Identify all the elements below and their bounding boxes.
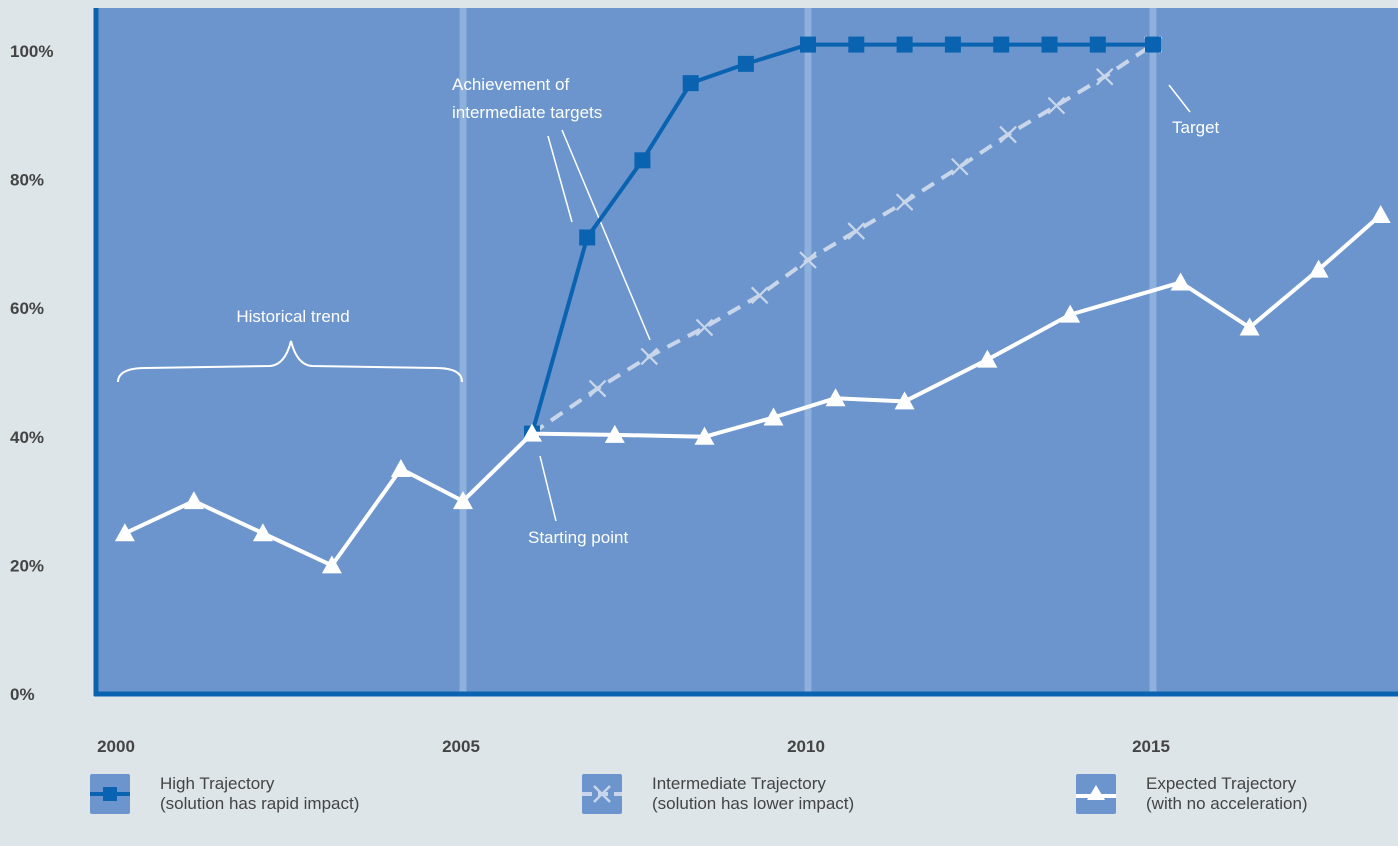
starting-point-label: Starting point bbox=[528, 528, 628, 547]
data-point-intermediate bbox=[695, 318, 714, 337]
legend-expected-line2: (with no acceleration) bbox=[1146, 794, 1308, 813]
data-point-high bbox=[800, 36, 816, 53]
target-pointer bbox=[1168, 84, 1191, 113]
y-tick-labels: 0% 20% 40% 60% 80% 100% bbox=[10, 42, 53, 704]
series-line-triangle bbox=[124, 213, 1383, 568]
data-point-expected bbox=[894, 391, 915, 410]
data-point-expected bbox=[763, 407, 784, 426]
x-tick-label: 2005 bbox=[442, 737, 480, 756]
data-point-high bbox=[944, 36, 961, 53]
data-point-intermediate bbox=[847, 222, 866, 240]
data-point-expected bbox=[977, 349, 998, 368]
data-point-high bbox=[737, 55, 754, 72]
y-tick-label: 20% bbox=[10, 556, 44, 575]
reference-lines bbox=[459, 8, 1157, 694]
legend-high-line2: (solution has rapid impact) bbox=[160, 794, 360, 813]
legend-swatch-high bbox=[90, 774, 130, 814]
data-point-expected bbox=[183, 491, 204, 510]
data-point-intermediate bbox=[895, 193, 914, 211]
data-point-intermediate bbox=[799, 251, 817, 269]
legend-item-high: High Trajectory (solution has rapid impa… bbox=[90, 774, 359, 814]
legend-item-intermediate: Intermediate Trajectory (solution has lo… bbox=[582, 774, 854, 814]
y-tick-label: 0% bbox=[10, 685, 35, 704]
plot-area bbox=[96, 8, 1398, 694]
data-point-expected bbox=[1370, 204, 1391, 223]
legend-high-line1: High Trajectory bbox=[160, 774, 275, 793]
data-point-intermediate bbox=[588, 379, 607, 398]
starting-point-pointer bbox=[539, 455, 557, 522]
data-point-high bbox=[848, 36, 865, 53]
legend-intermediate-line2: (solution has lower impact) bbox=[652, 794, 855, 813]
data-point-expected bbox=[321, 555, 342, 574]
reference-line-2005 bbox=[459, 8, 467, 694]
series-layer bbox=[114, 35, 1391, 574]
reference-line-2010 bbox=[804, 8, 812, 694]
data-point-expected bbox=[604, 424, 625, 443]
data-point-expected bbox=[522, 423, 542, 442]
reference-line-2015 bbox=[1149, 8, 1157, 694]
data-point-high bbox=[1145, 36, 1161, 53]
achievement-pointer-2 bbox=[561, 129, 651, 341]
historical-trend-label: Historical trend bbox=[236, 307, 349, 326]
data-point-high bbox=[993, 36, 1010, 53]
achievement-label-line1: Achievement of bbox=[452, 75, 569, 94]
data-point-expected bbox=[453, 491, 473, 510]
x-tick-label: 2015 bbox=[1132, 737, 1170, 756]
data-point-high bbox=[1041, 36, 1058, 53]
data-point-expected bbox=[825, 388, 846, 407]
achievement-pointer-1 bbox=[547, 135, 573, 223]
data-point-expected bbox=[1170, 272, 1191, 291]
data-point-high bbox=[682, 75, 699, 92]
data-point-expected bbox=[252, 523, 273, 542]
target-label: Target bbox=[1172, 118, 1220, 137]
data-point-intermediate bbox=[999, 125, 1017, 144]
data-point-intermediate bbox=[1047, 96, 1066, 115]
data-point-expected bbox=[1308, 259, 1329, 278]
data-point-intermediate bbox=[951, 157, 969, 176]
legend-item-expected: Expected Trajectory (with no acceleratio… bbox=[1076, 774, 1308, 814]
legend-expected-line1: Expected Trajectory bbox=[1146, 774, 1297, 793]
historical-trend-brace bbox=[117, 340, 463, 383]
data-point-expected bbox=[694, 426, 715, 445]
data-point-intermediate bbox=[1095, 67, 1114, 86]
data-point-expected bbox=[390, 458, 411, 477]
y-tick-label: 40% bbox=[10, 428, 44, 447]
legend-swatch-intermediate bbox=[582, 774, 622, 814]
data-point-expected bbox=[114, 523, 135, 542]
data-point-expected bbox=[1060, 304, 1081, 323]
data-point-high bbox=[634, 152, 651, 169]
data-point-high bbox=[896, 36, 913, 53]
data-point-intermediate bbox=[640, 347, 659, 366]
y-tick-label: 80% bbox=[10, 171, 44, 190]
y-tick-label: 60% bbox=[10, 299, 44, 318]
x-tick-label: 2010 bbox=[787, 737, 825, 756]
y-tick-label: 100% bbox=[10, 42, 53, 61]
data-point-high bbox=[1089, 36, 1106, 53]
data-point-intermediate bbox=[750, 286, 769, 305]
x-tick-labels: 2000 2005 2010 2015 bbox=[97, 737, 1170, 756]
legend-intermediate-line1: Intermediate Trajectory bbox=[652, 774, 826, 793]
x-tick-label: 2000 bbox=[97, 737, 135, 756]
data-point-high bbox=[579, 229, 596, 246]
data-point-expected bbox=[1239, 317, 1260, 336]
legend-swatch-expected bbox=[1076, 774, 1116, 814]
achievement-label-line2: intermediate targets bbox=[452, 103, 602, 122]
